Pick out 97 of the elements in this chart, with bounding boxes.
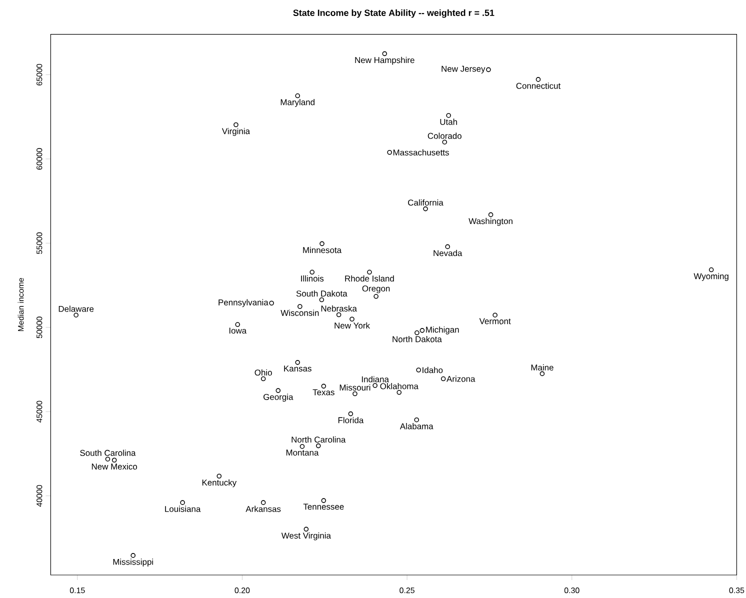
point: [414, 330, 420, 336]
point: [387, 150, 392, 155]
annotation: Delaware: [58, 306, 94, 312]
annotation: Rhode Island: [345, 275, 394, 282]
point: [442, 140, 448, 144]
point: [414, 417, 420, 422]
annotation: Pennsylvania: [218, 299, 268, 308]
annotation: Montana: [286, 450, 319, 456]
point: [423, 206, 428, 212]
annotation: New Mexico: [92, 463, 138, 470]
point: [130, 553, 136, 558]
annotation: South Carolina: [80, 450, 136, 456]
annotation: Florida: [338, 416, 364, 424]
point: [74, 312, 78, 318]
annotation: Utah: [440, 118, 457, 125]
point: [492, 312, 498, 318]
chart-title: State Income by State Ability -- weighted r = .51: [293, 9, 494, 18]
point: [416, 368, 421, 372]
annotation: Nebraska: [321, 305, 357, 312]
point: [316, 443, 321, 448]
point: [440, 376, 446, 382]
point: [235, 322, 240, 327]
annotation: Oklahoma: [380, 382, 418, 390]
point: [708, 267, 714, 272]
annotation: Minnesota: [303, 246, 342, 254]
annotation: Louisiana: [165, 506, 201, 512]
point: [105, 456, 110, 462]
annotation: Alabama: [400, 423, 434, 430]
point: [321, 498, 326, 503]
point: [350, 316, 354, 322]
annotation: New York: [334, 322, 370, 329]
annotation: Massachusetts: [393, 149, 449, 156]
annotation: Virginia: [222, 128, 250, 136]
point: [298, 304, 302, 309]
annotation: Connecticut: [516, 82, 561, 89]
point: [234, 122, 238, 128]
point: [180, 500, 185, 505]
annotation: Colorado: [428, 132, 462, 139]
annotation: New Hampshire: [355, 56, 414, 65]
point: [336, 312, 342, 318]
annotation: Iowa: [229, 328, 247, 334]
point: [374, 294, 378, 299]
point: [445, 244, 450, 250]
point: [269, 300, 274, 306]
point: [420, 328, 425, 333]
annotation: Indiana: [362, 376, 389, 382]
point: [260, 500, 266, 505]
point: [396, 390, 402, 395]
annotation: Michigan: [426, 326, 459, 334]
point: [260, 376, 266, 382]
point: [352, 391, 358, 396]
annotation: Oregon: [362, 286, 390, 294]
point: [300, 444, 305, 449]
annotation: Mississippi: [113, 558, 154, 567]
point: [320, 241, 324, 246]
point: [310, 270, 315, 275]
annotation: Wisconsin: [280, 310, 319, 316]
point: [304, 526, 309, 532]
annotation: Missouri: [340, 384, 370, 391]
point: [216, 474, 222, 479]
annotation: Tennessee: [303, 504, 344, 510]
point: [486, 67, 491, 72]
point: [348, 411, 354, 416]
point: [372, 383, 378, 388]
annotation: Nevada: [434, 250, 462, 256]
annotation: Kentucky: [202, 479, 237, 488]
point: [276, 388, 281, 393]
annotation: Wyoming: [694, 272, 728, 281]
annotation: Maine: [531, 364, 554, 371]
annotation: Vermont: [479, 318, 511, 324]
point: [382, 51, 388, 56]
point: [540, 371, 545, 376]
annotation: Idaho: [422, 366, 443, 374]
point: [319, 297, 324, 302]
annotation: California: [408, 199, 444, 206]
annotation: North Carolina: [292, 436, 346, 443]
annotation: West Virginia: [281, 532, 331, 540]
point: [321, 384, 326, 389]
annotation: Washington: [468, 218, 512, 226]
point: [446, 113, 451, 118]
annotation: Illinois: [301, 275, 324, 282]
annotation: Arkansas: [246, 506, 281, 512]
point: [295, 360, 300, 365]
annotation: Kansas: [284, 366, 312, 372]
annotation: Texas: [312, 389, 334, 396]
annotation: Maryland: [280, 98, 314, 107]
point: [112, 458, 117, 463]
annotation: South Dakota: [296, 290, 348, 297]
annotation: New Jersey: [442, 66, 486, 74]
point: [488, 212, 494, 218]
point: [295, 93, 300, 98]
annotation: Ohio: [254, 369, 272, 376]
point: [367, 270, 372, 275]
annotation: Georgia: [264, 394, 294, 402]
annotation: Arizona: [446, 376, 476, 382]
annotation: North Dakota: [392, 336, 442, 342]
point: [536, 77, 541, 82]
